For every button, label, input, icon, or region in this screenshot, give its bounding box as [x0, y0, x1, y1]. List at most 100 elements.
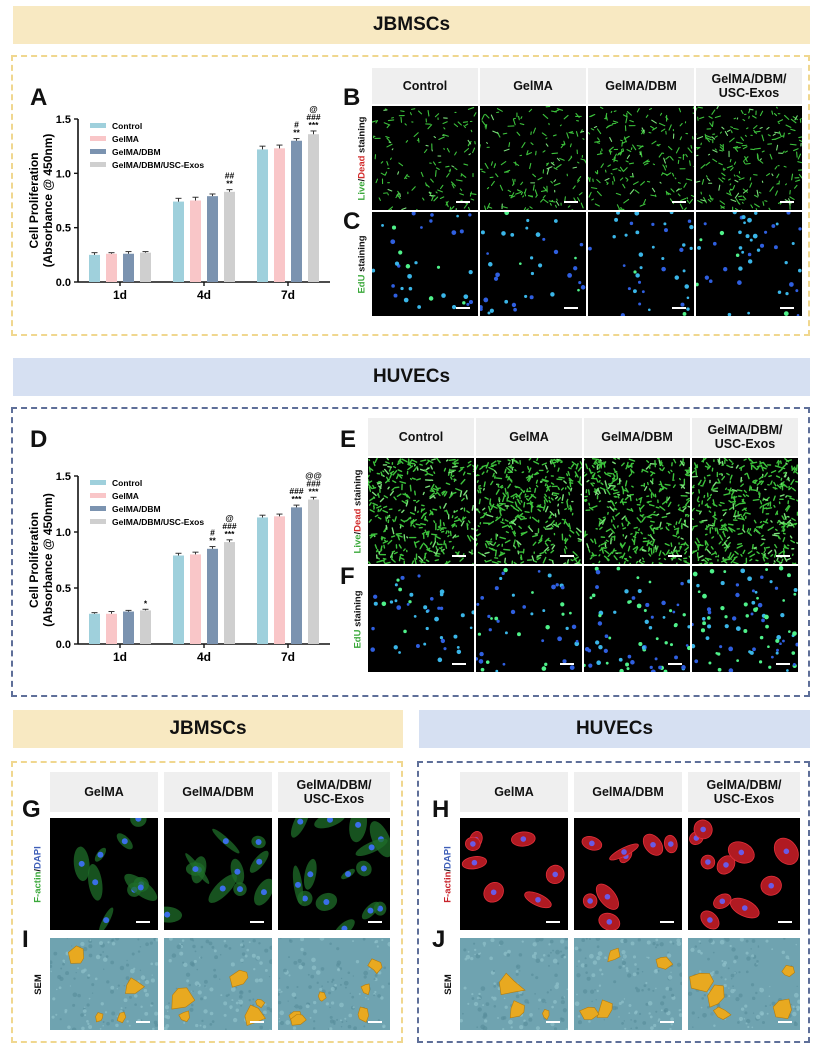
legend-swatch: [90, 149, 106, 154]
image-e-gelma-dbm-usc: [692, 458, 798, 564]
significance-mark: *: [144, 598, 148, 608]
image-g-gelma: [50, 818, 158, 930]
header-b-gelma: GelMA: [480, 68, 586, 104]
image-c-gelma-dbm: [588, 212, 694, 316]
significance-mark: ###: [306, 478, 320, 488]
image-f-control: [368, 566, 474, 672]
bar: [274, 516, 285, 644]
significance-mark: @@: [305, 470, 322, 480]
image-i-gelma-dbm-usc: [278, 938, 390, 1030]
x-tick-label: 7d: [281, 650, 295, 664]
panel-letter-h: H: [432, 796, 450, 823]
panel-letter-c: C: [343, 208, 361, 235]
bars: [89, 130, 319, 282]
banner-jbmscs-bottom: JBMSCs: [13, 710, 403, 748]
significance-mark: #: [294, 120, 299, 130]
image-c-gelma-dbm-usc: [696, 212, 802, 316]
label-factin-g: F-actin/DAPI: [32, 845, 44, 903]
image-e-gelma-dbm: [584, 458, 690, 564]
label-sem-j: SEM: [442, 973, 454, 995]
image-i-gelma: [50, 938, 158, 1030]
panel-letter-d: D: [30, 426, 48, 453]
legend-swatch: [90, 123, 106, 128]
chart-d: 0.0 0.5 1.0 1.5 1d 4d 7d Cell Proliferation(Abs…: [18, 462, 338, 672]
header-b-gelma-dbm: GelMA/DBM: [588, 68, 694, 104]
bar: [257, 517, 268, 644]
y-tick-label: 1.5: [56, 114, 71, 126]
legend-label: GelMA/DBM: [112, 147, 161, 157]
header-e-gelma: GelMA: [476, 418, 582, 456]
legend-label: Control: [112, 478, 142, 488]
significance-labels: ***# ***###@***### ***###@@: [144, 470, 322, 608]
label-factin-h: F-actin/DAPI: [442, 845, 454, 903]
banner-huvecs-bottom: HUVECs: [419, 710, 810, 748]
significance-mark: ###: [289, 486, 303, 496]
legend-swatch: [90, 493, 106, 498]
bar: [274, 148, 285, 282]
significance-mark: ***: [309, 486, 320, 496]
significance-mark: ***: [292, 494, 303, 504]
panel-letter-j: J: [432, 926, 446, 953]
bar: [123, 253, 134, 282]
bar: [89, 254, 100, 282]
image-f-gelma-dbm: [584, 566, 690, 672]
x-tick-label: 1d: [113, 650, 127, 664]
panel-letter-i: I: [22, 926, 29, 953]
panel-letter-b: B: [343, 84, 361, 111]
header-h-gelma: GelMA: [460, 772, 568, 812]
bar: [123, 611, 134, 644]
label-edu-c: EdU staining: [356, 234, 368, 294]
image-g-gelma-dbm: [164, 818, 272, 930]
panel-letter-g: G: [22, 796, 41, 823]
significance-mark: ###: [222, 521, 236, 531]
legend-swatch: [90, 480, 106, 485]
image-h-gelma-dbm-usc: [688, 818, 800, 930]
bar: [224, 191, 235, 282]
banner-jbmscs-top: JBMSCs: [13, 6, 810, 44]
header-g-gelma-dbm-usc: GelMA/DBM/USC-Exos: [278, 772, 390, 812]
label-sem-i: SEM: [32, 973, 44, 995]
legend-label: GelMA/DBM/USC-Exos: [112, 517, 204, 527]
legend-label: GelMA: [112, 491, 139, 501]
legend-label: GelMA/DBM/USC-Exos: [112, 160, 204, 170]
axes: 0.0 0.5 1.0 1.5 1d 4d 7d: [56, 471, 330, 664]
y-axis-label: Cell Proliferation(Absorbance @ 450nm): [27, 134, 55, 268]
bar: [257, 149, 268, 282]
header-b-gelma-dbm-usc: GelMA/DBM/USC-Exos: [696, 68, 802, 104]
legend: Control GelMA GelMA/DBM GelMA/DBM/USC-Exos: [90, 478, 204, 527]
panel-letter-e: E: [340, 426, 357, 453]
significance-mark: **: [209, 536, 216, 546]
bar: [173, 201, 184, 282]
image-j-gelma: [460, 938, 568, 1030]
y-tick-label: 0.5: [56, 223, 71, 235]
image-e-control: [368, 458, 474, 564]
image-e-gelma: [476, 458, 582, 564]
image-g-gelma-dbm-usc: [278, 818, 390, 930]
significance-mark: ***: [225, 529, 236, 539]
legend-swatch: [90, 162, 106, 167]
bar: [106, 613, 117, 644]
legend: Control GelMA GelMA/DBM GelMA/DBM/USC-Exos: [90, 121, 204, 170]
label-live-dead-b: Live/Dead staining: [356, 116, 368, 200]
y-tick-label: 1.0: [56, 168, 71, 180]
significance-mark: #: [210, 528, 215, 538]
significance-labels: **##**# ***###@: [225, 104, 321, 189]
bar: [291, 507, 302, 644]
chart-a: 0.0 0.5 1.0 1.5 1d 4d 7d Cell Proliferation(Abs…: [18, 104, 338, 310]
frame-jbmscs-top: [11, 55, 810, 336]
x-tick-label: 1d: [113, 288, 127, 302]
image-f-gelma-dbm-usc: [692, 566, 798, 672]
significance-mark: ##: [225, 171, 235, 181]
header-e-control: Control: [368, 418, 474, 456]
y-tick-label: 0.0: [56, 639, 71, 651]
significance-mark: **: [226, 179, 233, 189]
bar: [173, 555, 184, 644]
significance-mark: **: [293, 128, 300, 138]
header-g-gelma-dbm: GelMA/DBM: [164, 772, 272, 812]
bar: [89, 613, 100, 644]
image-j-gelma-dbm-usc: [688, 938, 800, 1030]
image-c-gelma: [480, 212, 586, 316]
legend-label: GelMA/DBM: [112, 504, 161, 514]
x-tick-label: 4d: [197, 288, 211, 302]
y-axis-label: Cell Proliferation(Absorbance @ 450nm): [27, 493, 55, 627]
